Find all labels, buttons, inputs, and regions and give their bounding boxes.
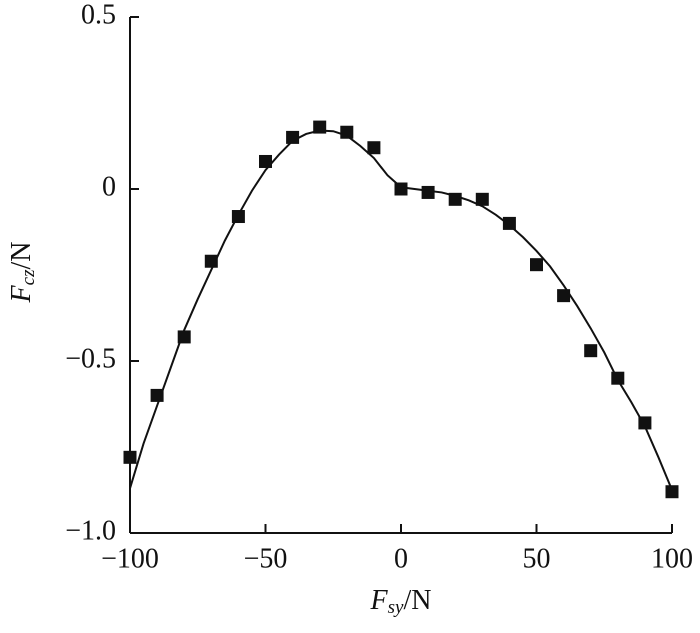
data-point <box>394 182 408 196</box>
data-point <box>313 120 327 134</box>
data-point <box>665 485 679 499</box>
data-point <box>286 130 300 144</box>
data-point <box>177 330 191 344</box>
x-axis-label: Fsy/N <box>370 585 432 618</box>
data-point <box>502 216 516 230</box>
x-label-subscript: sy <box>388 597 404 618</box>
data-point <box>204 254 218 268</box>
data-point <box>367 141 381 155</box>
x-tick-label: 100 <box>651 543 693 574</box>
y-label-symbol: F <box>6 284 37 303</box>
data-point <box>448 192 462 206</box>
y-axis-label: Fcz/N <box>6 242 39 304</box>
data-point <box>530 258 543 272</box>
data-point <box>259 154 272 168</box>
x-tick-label: 0 <box>394 543 408 574</box>
y-tick-label: −0.5 <box>65 343 116 374</box>
y-label-subscript: cz <box>18 269 39 285</box>
data-point <box>584 344 598 358</box>
data-point <box>150 388 164 402</box>
y-label-unit: /N <box>6 242 37 270</box>
data-point <box>421 185 435 199</box>
data-point <box>611 371 625 385</box>
data-point <box>475 192 489 206</box>
data-point <box>638 416 652 430</box>
data-point <box>231 210 245 224</box>
x-label-unit: /N <box>403 585 431 616</box>
data-point <box>340 125 354 139</box>
data-point <box>123 450 137 464</box>
x-tick-label: −50 <box>244 543 288 574</box>
y-tick-label: 0 <box>102 171 116 202</box>
y-tick-label: −1.0 <box>65 515 116 546</box>
x-label-symbol: F <box>370 585 389 616</box>
y-tick-label: 0.5 <box>81 0 116 30</box>
x-tick-label: −100 <box>101 543 159 574</box>
x-tick-label: 50 <box>523 543 551 574</box>
data-point <box>557 289 571 303</box>
